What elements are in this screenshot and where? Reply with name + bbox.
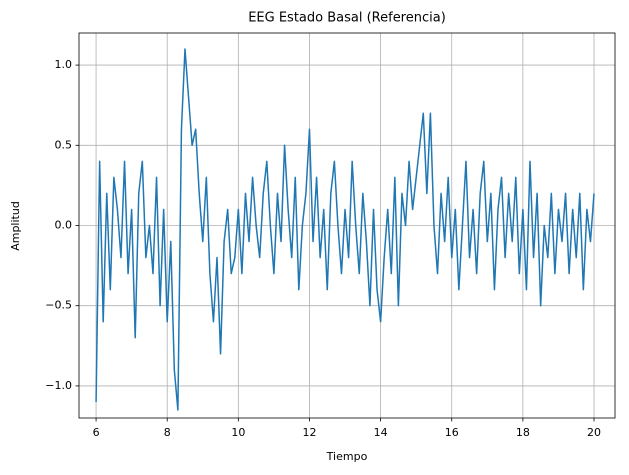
y-tick-label: −0.5 <box>45 299 72 312</box>
x-tick-label: 20 <box>587 426 601 439</box>
grid <box>79 33 615 418</box>
line-series <box>95 48 595 411</box>
x-tick-label: 14 <box>374 426 388 439</box>
y-tick-label: 0.0 <box>55 219 73 232</box>
y-tick-label: 0.5 <box>55 138 73 151</box>
x-axis-label: Tiempo <box>326 450 368 463</box>
x-tick-label: 6 <box>93 426 100 439</box>
ticks: 6 8 10 12 14 16 18 20 −1.0 −0.5 0.0 0.5 1.0 <box>45 58 601 439</box>
y-axis-label: Amplitud <box>9 201 22 251</box>
plot-area <box>95 48 595 411</box>
x-tick-label: 10 <box>231 426 245 439</box>
x-tick-label: 18 <box>516 426 530 439</box>
x-tick-label: 16 <box>445 426 459 439</box>
x-tick-label: 12 <box>302 426 316 439</box>
chart-title: EEG Estado Basal (Referencia) <box>248 11 446 26</box>
x-tick-label: 8 <box>164 426 171 439</box>
y-tick-label: −1.0 <box>45 379 72 392</box>
y-tick-label: 1.0 <box>55 58 73 71</box>
